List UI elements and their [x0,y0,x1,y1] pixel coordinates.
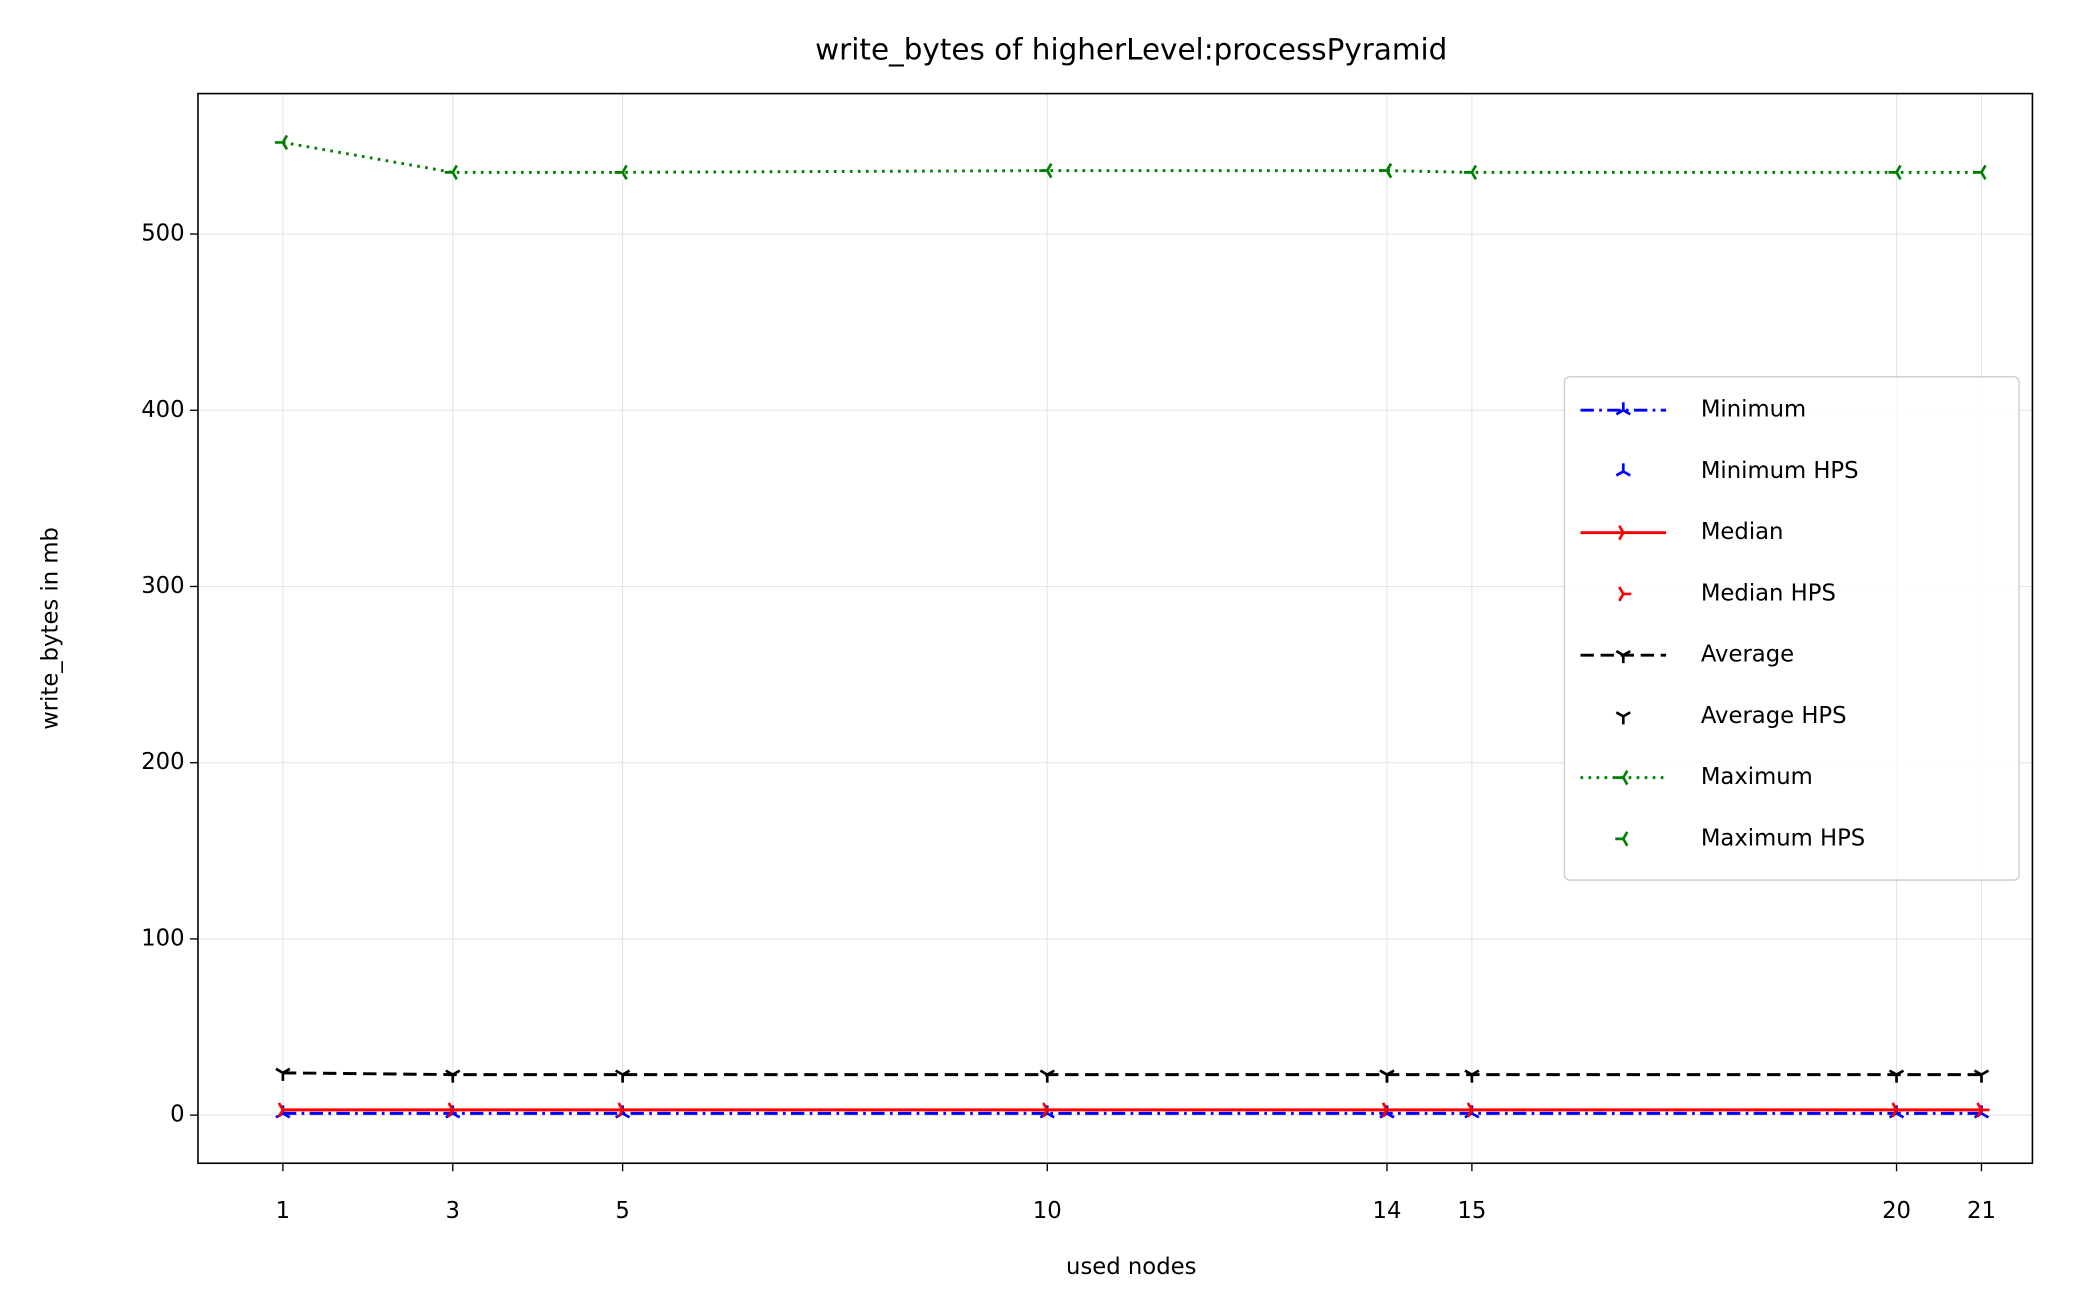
point-marker [1378,162,1393,179]
point-marker [617,1102,631,1118]
legend-label: Minimum HPS [1701,458,1859,484]
series-line [282,140,1982,174]
legend-box [1563,376,2020,881]
legend-marker [1618,525,1632,541]
point-marker [1042,1102,1056,1118]
x-tick-label: 10 [1033,1198,1062,1224]
plot-frame [197,92,2034,1165]
point-marker [1463,164,1478,180]
x-axis-label: used nodes [1066,1254,1196,1280]
point-marker [1464,1069,1480,1083]
legend-label: Average HPS [1701,703,1847,729]
point-marker [1888,1069,1905,1083]
point-marker [1891,1102,1905,1118]
point-marker [1379,1069,1395,1083]
legend-marker [1615,402,1631,416]
legend-marker [1615,831,1629,847]
legend-label: Median HPS [1701,580,1836,606]
chart-title: write_bytes of higherLevel:processPyrami… [815,32,1447,66]
point-marker [1973,164,1987,180]
point-marker [1039,162,1053,179]
point-marker [1973,1069,1990,1083]
legend-marker [1618,586,1632,602]
legend-label: Maximum [1701,764,1813,790]
point-marker [614,1069,631,1083]
legend-marker [1615,463,1631,477]
y-tick-label: 100 [141,925,184,951]
y-tick-label: 300 [141,573,184,599]
point-marker [1039,1069,1055,1083]
y-tick-label: 0 [170,1102,184,1128]
point-marker [1888,164,1902,180]
legend-label: Maximum HPS [1701,825,1865,851]
x-tick-label: 20 [1882,1198,1911,1224]
legend-label: Median [1701,519,1784,545]
legend-label: Minimum [1701,397,1806,423]
x-tick-label: 15 [1457,1198,1486,1224]
legend-marker [1615,711,1631,725]
point-marker [1381,1102,1395,1118]
point-marker [1976,1102,1990,1118]
y-tick-label: 500 [141,221,184,247]
series-line [282,1071,1982,1077]
x-tick-label: 1 [276,1198,290,1224]
legend-label: Average [1701,642,1794,668]
y-tick-label: 200 [141,749,184,775]
point-marker [614,164,628,180]
point-marker [447,1102,461,1118]
legend-marker [1615,770,1629,786]
point-marker [275,1067,291,1081]
x-tick-label: 5 [615,1198,629,1224]
x-tick-label: 3 [446,1198,460,1224]
point-marker [1466,1102,1480,1118]
x-tick-label: 14 [1373,1198,1402,1224]
y-axis-label: write_bytes in mb [37,527,63,730]
y-tick-label: 400 [141,397,184,423]
point-marker [444,164,458,180]
point-marker [277,1102,291,1118]
point-marker [274,134,289,151]
legend-marker [1615,649,1631,664]
point-marker [445,1069,461,1083]
x-tick-label: 21 [1967,1198,1996,1224]
